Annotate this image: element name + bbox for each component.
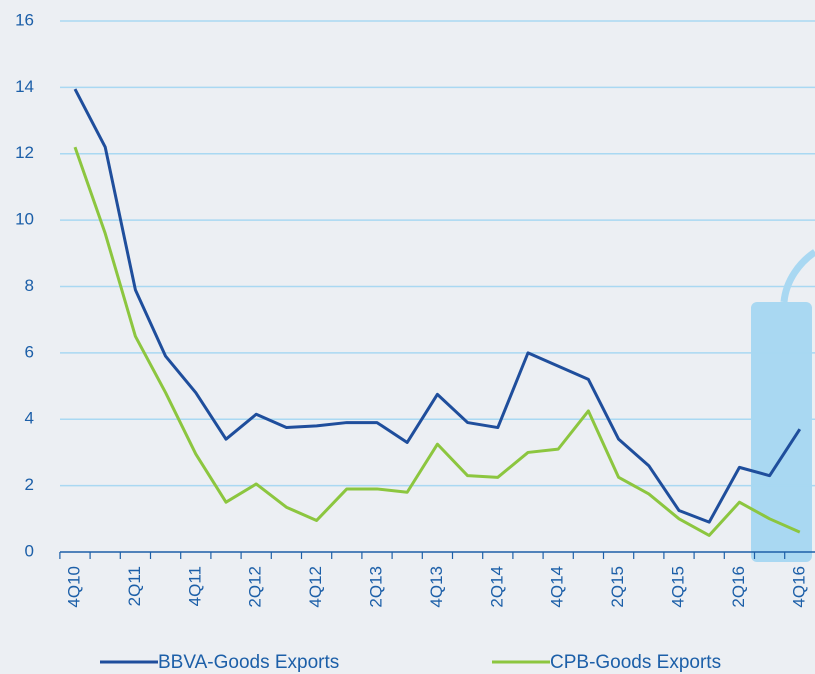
y-tick-label: 6 [25, 342, 34, 361]
x-tick-label: 2Q12 [246, 566, 265, 608]
x-tick-label: 2Q16 [729, 566, 748, 608]
y-tick-label: 4 [25, 409, 34, 428]
x-tick-label: 4Q11 [185, 566, 204, 606]
y-tick-label: 2 [25, 475, 34, 494]
x-tick-label: 4Q15 [668, 566, 687, 608]
line-series [73, 88, 802, 524]
x-tick-label: 2Q14 [487, 566, 506, 608]
x-tick-label: 4Q12 [306, 566, 325, 608]
y-tick-label: 12 [15, 143, 34, 162]
legend-label: BBVA-Goods Exports [158, 652, 339, 673]
legend-label: CPB-Goods Exports [550, 652, 721, 673]
x-tick-label: 2Q11 [125, 566, 144, 606]
x-tick-label: 2Q15 [608, 566, 627, 608]
y-tick-label: 16 [15, 10, 34, 29]
y-tick-label: 0 [25, 541, 34, 560]
y-tick-label: 14 [15, 77, 34, 96]
x-tick-label: 4Q14 [548, 566, 567, 608]
x-tick-label: 4Q16 [789, 566, 808, 608]
highlight-arc [780, 249, 815, 303]
y-tick-label: 10 [15, 210, 34, 229]
highlight-box [751, 302, 812, 562]
y-tick-label: 8 [25, 276, 34, 295]
line-series [73, 146, 801, 537]
x-tick-label: 4Q10 [64, 566, 83, 608]
x-tick-label: 2Q13 [366, 566, 385, 608]
x-tick-label: 4Q13 [427, 566, 446, 608]
